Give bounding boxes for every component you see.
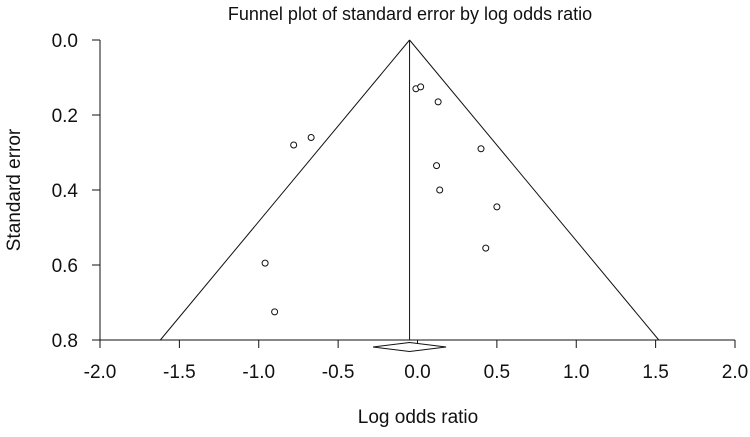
summary-diamond-group xyxy=(372,341,447,353)
x-tick-label: -2.0 xyxy=(84,362,117,383)
study-point xyxy=(271,308,279,316)
y-tick-label: 0.0 xyxy=(52,31,78,52)
x-tick-label: 1.5 xyxy=(642,362,668,383)
axes xyxy=(99,40,735,341)
study-point xyxy=(307,134,315,141)
summary-diamond xyxy=(372,341,447,353)
funnel-right-line xyxy=(409,39,660,341)
x-tick-label: 2.0 xyxy=(722,362,748,383)
study-point xyxy=(417,83,425,91)
y-tick-label: 0.8 xyxy=(52,331,78,352)
y-tick-label: 0.2 xyxy=(52,106,78,127)
x-tick-label: -1.5 xyxy=(163,362,196,383)
chart-title: Funnel plot of standard error by log odd… xyxy=(228,4,592,24)
study-point xyxy=(493,203,501,211)
study-point xyxy=(434,98,442,106)
study-point xyxy=(477,145,485,153)
y-tick-label: 0.6 xyxy=(52,256,78,277)
y-axis-ticks: 0.0 0.2 0.4 0.6 0.8 xyxy=(52,31,100,352)
x-axis-label: Log odds ratio xyxy=(358,407,478,428)
study-point xyxy=(436,186,444,194)
y-tick-label: 0.4 xyxy=(52,181,79,202)
study-point xyxy=(261,259,269,267)
x-tick-label: -0.5 xyxy=(322,362,355,383)
study-point xyxy=(482,244,490,252)
study-point xyxy=(290,141,298,149)
y-axis-label: Standard error xyxy=(4,128,25,251)
x-tick-label: -1.0 xyxy=(242,362,275,383)
x-tick-label: 0.5 xyxy=(484,362,510,383)
x-tick-label: 0.0 xyxy=(404,362,430,383)
x-axis-ticks: -2.0 -1.5 -1.0 -0.5 0.0 0.5 1.0 1.5 2.0 xyxy=(84,340,748,383)
study-points xyxy=(261,83,501,316)
x-tick-label: 1.0 xyxy=(563,362,589,383)
funnel-left-line xyxy=(159,39,410,341)
study-point xyxy=(433,162,441,170)
funnel-lines xyxy=(159,39,660,341)
